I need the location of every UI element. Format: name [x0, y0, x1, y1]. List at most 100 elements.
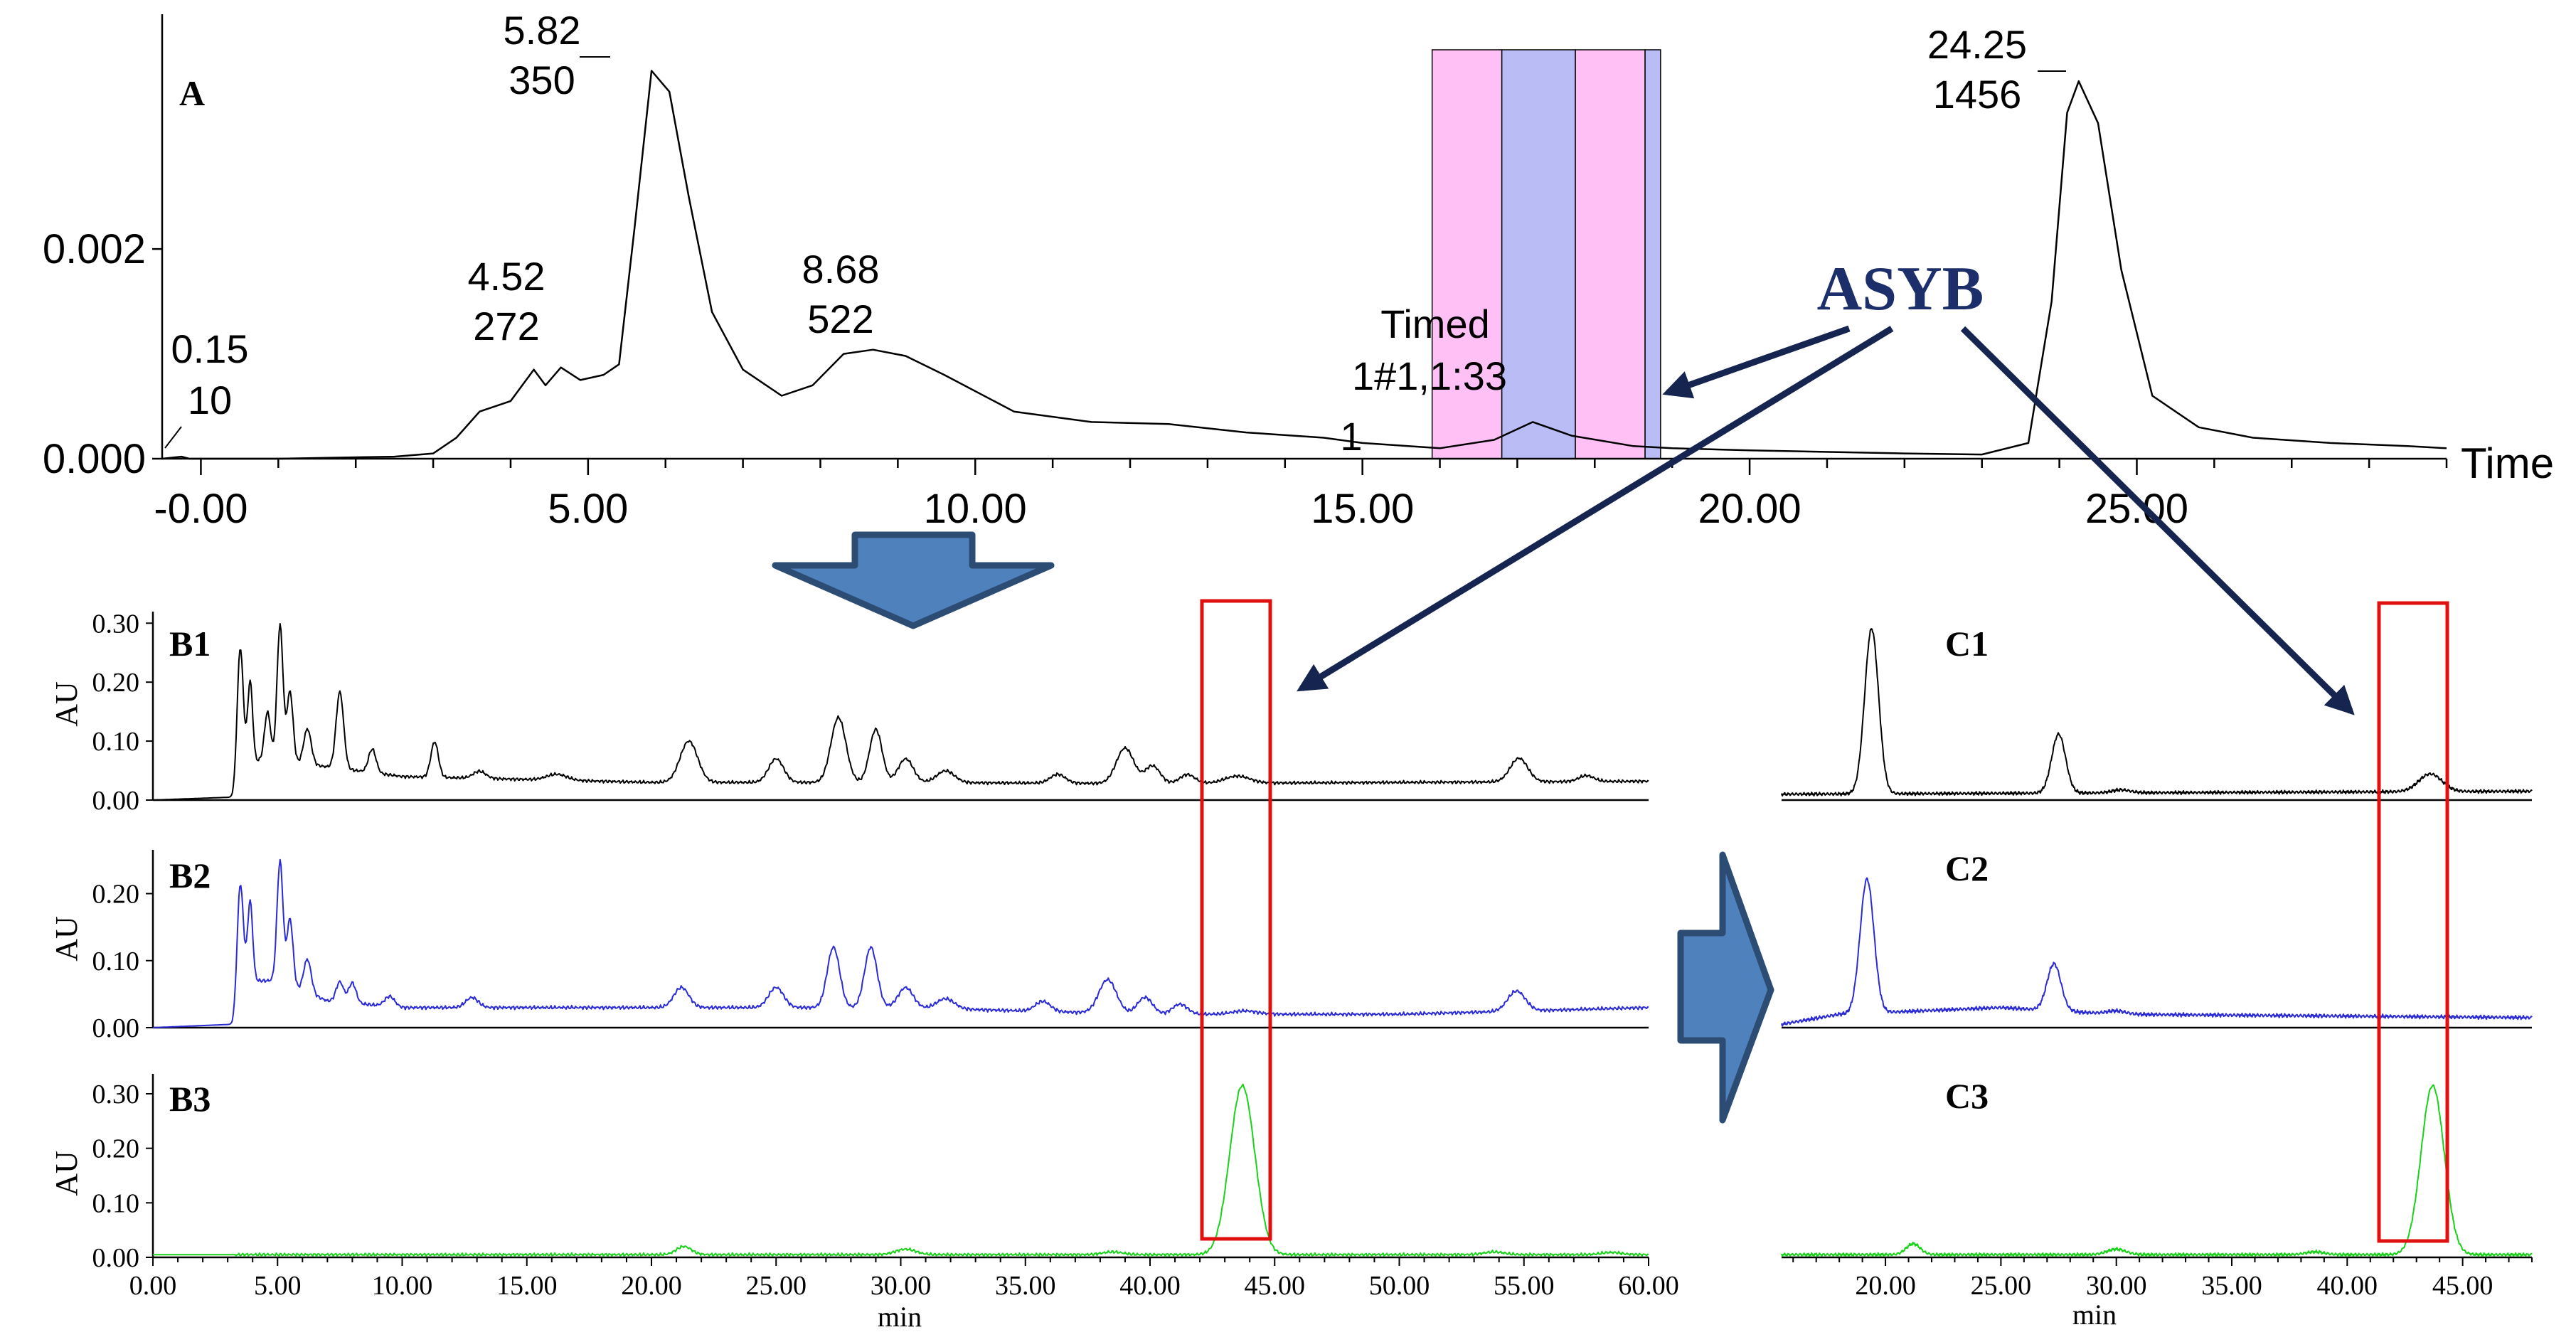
timed-event-label: Timed 1#1,1:33 1	[1340, 302, 1507, 459]
panel-a-y-ticks: 0.000 0.002	[43, 226, 162, 482]
x-tick-label: 20.00	[1855, 1271, 1916, 1301]
panel-b3-trace	[153, 1083, 1649, 1257]
peak-label: 0.15 10	[164, 326, 249, 449]
panel-c1-trace	[1781, 628, 2533, 797]
peak-label-time: 8.68	[802, 247, 880, 292]
peak-label-area: 1456	[1933, 72, 2022, 117]
highlight-box-c	[2377, 601, 2449, 1243]
x-tick-label: 45.00	[2432, 1271, 2493, 1301]
x-tick-label: 40.00	[2317, 1271, 2378, 1301]
peak-label: 5.82 350	[504, 8, 610, 102]
y-tick-label: 0.10	[92, 947, 140, 976]
timed-event-line-3: 1	[1340, 414, 1362, 459]
peak-label-time: 24.25	[1927, 22, 2027, 67]
x-tick-label: 0.00	[129, 1271, 177, 1301]
y-tick-label: 0.10	[92, 727, 140, 757]
x-tick-label: 25.00	[746, 1271, 807, 1301]
peak-leader-line	[164, 426, 182, 449]
x-tick-label: 55.00	[1494, 1271, 1555, 1301]
panel-c1: C1	[1781, 624, 2533, 801]
panel-b2: 0.00 0.10 0.20 B2 AU	[49, 850, 1649, 1043]
panel-b3-x-axis-label: min	[878, 1301, 922, 1333]
x-tick-label: 35.00	[2201, 1271, 2262, 1301]
panel-b3: 0.00 0.10 0.20 0.30 0.00 5.00 10.00 15.00 20.00…	[49, 1074, 1679, 1333]
x-tick-label: 20.00	[1698, 486, 1801, 532]
timed-event-line-2: 1#1,1:33	[1352, 353, 1507, 398]
peak-label-area: 522	[807, 297, 873, 341]
x-tick-label: 30.00	[871, 1271, 932, 1301]
asyb-arrow-to-fraction	[1662, 325, 1851, 399]
panel-a-x-ticks: -0.00 5.00 10.00 15.00 20.00 25.00	[154, 459, 2448, 532]
peak-label-time: 4.52	[468, 254, 545, 299]
x-tick-label: 35.00	[995, 1271, 1056, 1301]
y-tick-label: 0.00	[92, 1243, 140, 1273]
panel-b1-y-ticks: 0.00 0.10 0.20 0.30	[92, 609, 153, 816]
x-tick-label: 10.00	[924, 486, 1027, 532]
peak-label: 24.25 1456	[1927, 22, 2066, 117]
peak-label-time: 0.15	[171, 326, 249, 371]
peak-label: 4.52 272	[468, 254, 545, 348]
peak-label: 8.68 522	[802, 247, 880, 341]
panel-b3-x-ticks: 0.00 5.00 10.00 15.00 20.00 25.00 30.00 35.00 40…	[129, 1257, 1679, 1301]
panel-b1: 0.00 0.10 0.20 0.30 B1 AU	[49, 609, 1649, 816]
y-tick-label: 0.000	[43, 436, 146, 482]
x-tick-label: 50.00	[1369, 1271, 1430, 1301]
y-tick-label: 0.30	[92, 609, 140, 639]
fraction-band	[1431, 49, 1503, 459]
x-tick-label: 10.00	[372, 1271, 433, 1301]
panel-a: 0.000 0.002 -0.00 5.00 10.00 15.00 20.00 25.00…	[43, 8, 2554, 532]
fraction-band	[1644, 49, 1661, 459]
panel-b3-y-ticks: 0.00 0.10 0.20 0.30	[92, 1080, 153, 1273]
y-tick-label: 0.20	[92, 880, 140, 910]
panel-c3: 20.00 25.00 30.00 35.00 40.00 45.00 C3 min	[1781, 1076, 2533, 1331]
y-tick-label: 0.002	[43, 226, 146, 272]
peak-label-area: 350	[509, 58, 575, 102]
panel-b2-y-axis-label: AU	[49, 916, 84, 962]
x-tick-label: 40.00	[1119, 1271, 1181, 1301]
panel-c3-x-axis-label: min	[2072, 1299, 2117, 1331]
asyb-arrow-to-b1	[1297, 326, 1894, 692]
panel-b3-y-axis-label: AU	[49, 1151, 84, 1196]
peak-label-area: 272	[473, 304, 539, 348]
panel-c2-trace	[1781, 877, 2533, 1027]
panel-c3-label: C3	[1945, 1076, 1989, 1116]
panel-c2-label: C2	[1945, 848, 1989, 888]
fraction-band	[1575, 49, 1646, 459]
process-arrow-right-icon	[1677, 851, 1774, 1124]
y-tick-label: 0.20	[92, 668, 140, 698]
y-tick-label: 0.10	[92, 1188, 140, 1218]
panel-b1-y-axis-label: AU	[49, 681, 84, 727]
panel-b2-y-ticks: 0.00 0.10 0.20	[92, 880, 153, 1043]
x-tick-label: 60.00	[1618, 1271, 1679, 1301]
x-tick-label: 30.00	[2086, 1271, 2147, 1301]
highlight-box-b	[1200, 599, 1272, 1241]
panel-a-x-axis-label: Time	[2461, 440, 2554, 487]
panel-b1-label: B1	[169, 624, 211, 664]
x-tick-label: -0.00	[154, 486, 248, 532]
panel-c2: C2	[1781, 848, 2533, 1029]
peak-label-area: 10	[188, 378, 232, 422]
fraction-band	[1501, 49, 1576, 459]
fraction-bands	[1431, 49, 1661, 459]
panel-c1-label: C1	[1945, 624, 1989, 664]
peak-label-time: 5.82	[504, 8, 581, 53]
x-tick-label: 15.00	[496, 1271, 558, 1301]
asyb-annotation: ASYB	[1297, 255, 2355, 715]
panel-a-label: A	[179, 73, 205, 113]
process-arrow-down-icon	[772, 531, 1055, 629]
y-tick-label: 0.00	[92, 786, 140, 816]
panel-c3-x-ticks: 20.00 25.00 30.00 35.00 40.00 45.00	[1792, 1257, 2533, 1301]
x-tick-label: 5.00	[548, 486, 628, 532]
asyb-arrow-to-c1	[1960, 326, 2355, 715]
panel-a-trace	[161, 70, 2447, 460]
y-tick-label: 0.30	[92, 1080, 140, 1109]
asyb-label: ASYB	[1817, 255, 1984, 324]
x-tick-label: 45.00	[1245, 1271, 1306, 1301]
y-tick-label: 0.20	[92, 1134, 140, 1164]
x-tick-label: 5.00	[254, 1271, 302, 1301]
x-tick-label: 20.00	[621, 1271, 682, 1301]
x-tick-label: 15.00	[1311, 486, 1414, 532]
timed-event-line-1: Timed	[1380, 302, 1490, 346]
